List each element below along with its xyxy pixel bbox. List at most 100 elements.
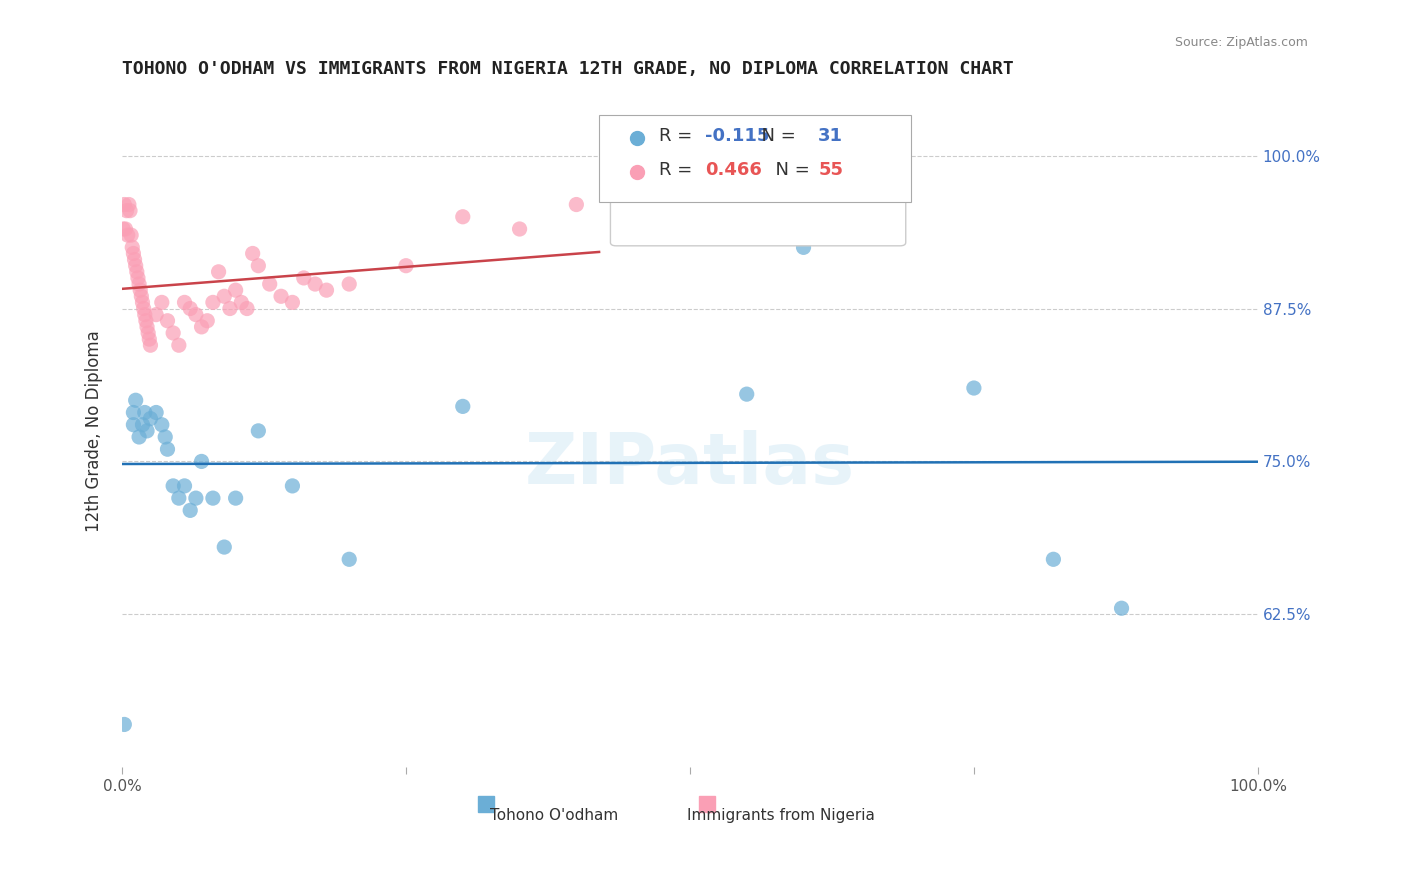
Point	[115, 203, 138, 218]
Point	[112, 717, 135, 731]
Text: Tohono O'odham: Tohono O'odham	[489, 807, 617, 822]
Text: Source: ZipAtlas.com: Source: ZipAtlas.com	[1174, 36, 1308, 49]
Point	[155, 430, 177, 444]
Point	[292, 271, 315, 285]
Point	[1111, 601, 1133, 615]
Point	[121, 240, 143, 254]
Point	[509, 222, 531, 236]
Point	[125, 265, 148, 279]
Point	[156, 314, 179, 328]
Point	[179, 301, 201, 316]
Point	[963, 381, 986, 395]
Point	[225, 283, 247, 297]
Point	[207, 265, 229, 279]
Point	[145, 405, 167, 419]
Point	[201, 295, 224, 310]
Point	[315, 283, 337, 297]
Point	[304, 277, 326, 291]
Point	[451, 210, 474, 224]
Point	[138, 332, 160, 346]
FancyBboxPatch shape	[610, 172, 905, 246]
Point	[337, 552, 360, 566]
Text: N =: N =	[763, 161, 815, 178]
Point	[131, 289, 153, 303]
Point	[247, 424, 270, 438]
Point	[134, 405, 156, 419]
Point	[236, 301, 259, 316]
Text: 31: 31	[818, 128, 844, 145]
Text: R =: R =	[659, 128, 699, 145]
Point	[281, 295, 304, 310]
Text: 55: 55	[818, 161, 844, 178]
Text: -0.115: -0.115	[704, 128, 769, 145]
Text: TOHONO O'ODHAM VS IMMIGRANTS FROM NIGERIA 12TH GRADE, NO DIPLOMA CORRELATION CHA: TOHONO O'ODHAM VS IMMIGRANTS FROM NIGERI…	[122, 60, 1014, 78]
Point	[150, 417, 173, 432]
Point	[125, 393, 148, 408]
Text: ZIPatlas: ZIPatlas	[524, 430, 855, 499]
Point	[162, 326, 184, 340]
Y-axis label: 12th Grade, No Diploma: 12th Grade, No Diploma	[86, 330, 103, 532]
Point	[214, 540, 236, 554]
Point	[127, 271, 149, 285]
Point	[242, 246, 264, 260]
Point	[131, 417, 153, 432]
Point	[225, 491, 247, 505]
Point	[114, 222, 136, 236]
Text: R =: R =	[659, 161, 699, 178]
Text: Immigrants from Nigeria: Immigrants from Nigeria	[688, 807, 875, 822]
Point	[118, 203, 141, 218]
Point	[128, 430, 150, 444]
Point	[195, 314, 218, 328]
Point	[131, 295, 153, 310]
Point	[128, 277, 150, 291]
Point	[145, 308, 167, 322]
Point	[184, 491, 207, 505]
Point	[125, 259, 148, 273]
Text: N =: N =	[751, 128, 801, 145]
Point	[120, 228, 142, 243]
Point	[451, 400, 474, 414]
Point	[122, 246, 145, 260]
Point	[270, 289, 292, 303]
Point	[122, 405, 145, 419]
Point	[190, 319, 212, 334]
Point	[1042, 552, 1064, 566]
Point	[139, 338, 162, 352]
Point	[122, 417, 145, 432]
Point	[136, 319, 159, 334]
Point	[190, 454, 212, 468]
Point	[118, 197, 141, 211]
Point	[214, 289, 236, 303]
Point	[139, 411, 162, 425]
Point	[124, 252, 146, 267]
Point	[112, 197, 135, 211]
Point	[150, 295, 173, 310]
Point	[219, 301, 242, 316]
Point	[565, 197, 588, 211]
Point	[281, 479, 304, 493]
Point	[247, 259, 270, 273]
Point	[173, 479, 195, 493]
Point	[135, 314, 157, 328]
Text: 0.466: 0.466	[704, 161, 762, 178]
Point	[162, 479, 184, 493]
Point	[134, 308, 156, 322]
Point	[136, 424, 159, 438]
Point	[167, 491, 190, 505]
Point	[129, 283, 152, 297]
Point	[112, 222, 135, 236]
Point	[184, 308, 207, 322]
Point	[136, 326, 159, 340]
Point	[231, 295, 253, 310]
Point	[156, 442, 179, 457]
Point	[337, 277, 360, 291]
Point	[792, 240, 814, 254]
Point	[395, 259, 418, 273]
Point	[117, 228, 139, 243]
Point	[259, 277, 281, 291]
Point	[132, 301, 155, 316]
Point	[167, 338, 190, 352]
FancyBboxPatch shape	[599, 114, 911, 202]
Point	[201, 491, 224, 505]
Point	[735, 387, 758, 401]
